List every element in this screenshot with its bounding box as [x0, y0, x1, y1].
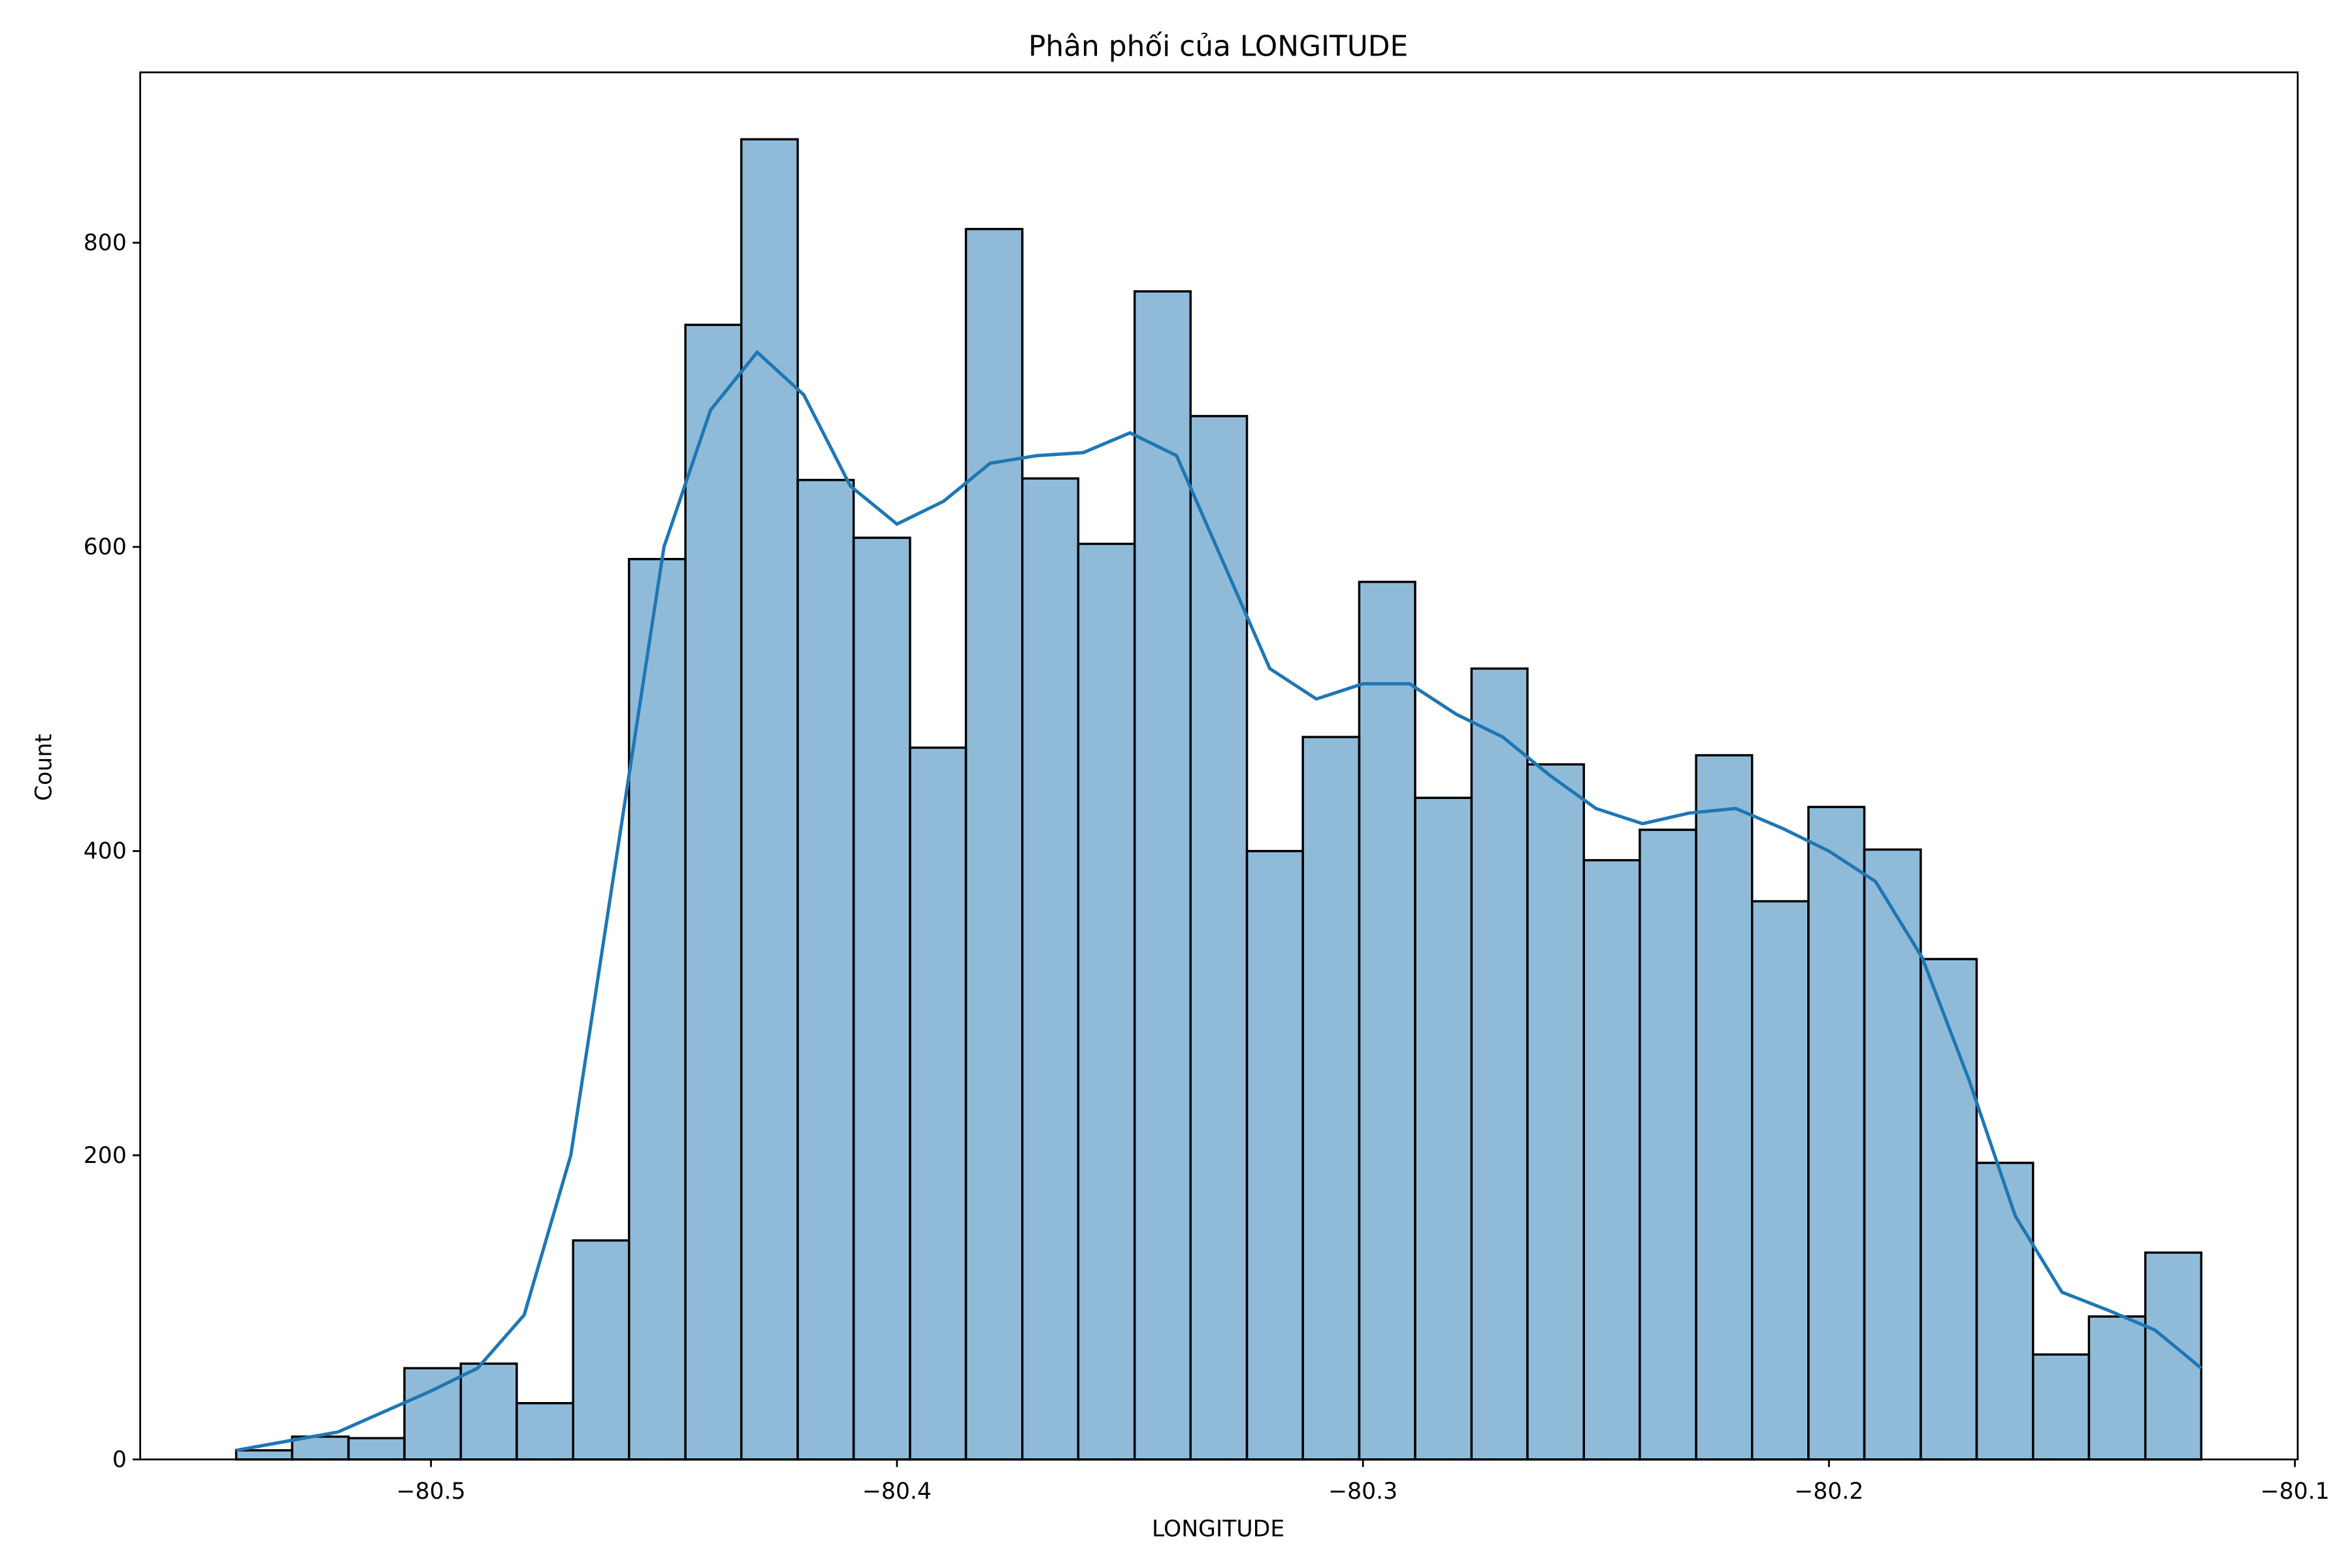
bar	[2087, 1315, 2147, 1461]
bar	[403, 1367, 463, 1461]
y-tick-label: 800	[84, 230, 127, 256]
bar	[1919, 958, 1978, 1461]
bar	[1975, 1162, 2034, 1461]
bar	[1695, 754, 1754, 1461]
bar	[572, 1239, 630, 1461]
bar	[459, 1362, 518, 1461]
x-tick-label: −80.2	[1794, 1478, 1863, 1505]
bar	[740, 138, 799, 1461]
y-tick-label: 400	[84, 838, 127, 864]
bar	[1189, 415, 1249, 1461]
bar	[1077, 542, 1136, 1461]
bar	[909, 746, 968, 1461]
bar	[1639, 828, 1697, 1461]
bar	[1750, 900, 1810, 1461]
bar	[1358, 580, 1416, 1461]
bar	[1133, 290, 1192, 1461]
chart-title: Phân phối của LONGITUDE	[1028, 29, 1408, 63]
bar	[1470, 667, 1529, 1461]
bar	[1582, 858, 1641, 1461]
bar	[291, 1435, 350, 1461]
x-axis-label: LONGITUDE	[1152, 1516, 1284, 1543]
bar	[1301, 736, 1361, 1461]
y-tick-label: 0	[112, 1446, 127, 1473]
bar	[2144, 1251, 2203, 1461]
bar	[1807, 806, 1866, 1461]
bar	[347, 1437, 406, 1461]
bar	[684, 323, 743, 1461]
bar	[1414, 796, 1473, 1461]
x-tick-label: −80.4	[862, 1478, 932, 1505]
x-tick-label: −80.1	[2261, 1478, 2330, 1505]
y-tick-label: 200	[84, 1143, 127, 1169]
y-axis-label: Count	[31, 734, 57, 801]
bar	[1526, 763, 1585, 1461]
bar	[1245, 849, 1304, 1461]
kde-line	[236, 350, 2202, 1452]
bar	[628, 557, 687, 1461]
bar	[515, 1401, 574, 1461]
bar	[1021, 477, 1080, 1461]
bar	[964, 227, 1024, 1461]
x-tick-label: −80.5	[397, 1478, 466, 1505]
bar	[235, 1449, 293, 1461]
x-tick-label: −80.3	[1328, 1478, 1397, 1505]
bar	[2032, 1353, 2091, 1461]
plot-frame	[139, 71, 2299, 1461]
bar	[796, 478, 855, 1461]
y-tick-label: 600	[84, 534, 127, 561]
bar	[852, 536, 911, 1461]
